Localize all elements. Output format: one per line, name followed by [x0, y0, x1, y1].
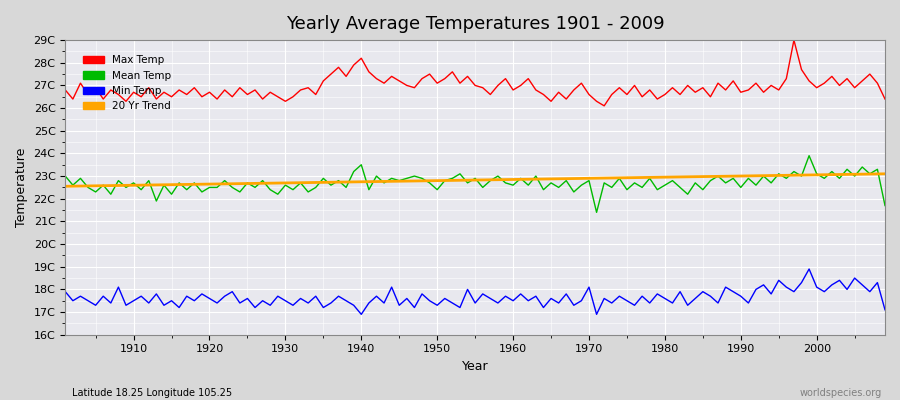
20 Yr Trend [598, 176, 609, 180]
Line: Min Temp: Min Temp [66, 269, 885, 314]
Max Temp [333, 65, 344, 70]
Line: Mean Temp: Mean Temp [66, 156, 885, 212]
Mean Temp [508, 183, 518, 188]
Text: worldspecies.org: worldspecies.org [800, 388, 882, 398]
20 Yr Trend [333, 180, 344, 184]
Max Temp [788, 38, 799, 42]
Mean Temp [288, 187, 299, 192]
Max Temp [288, 94, 299, 99]
Mean Temp [804, 153, 814, 158]
Line: 20 Yr Trend: 20 Yr Trend [66, 174, 885, 186]
Min Temp [60, 289, 71, 294]
Max Temp [60, 88, 71, 92]
Min Temp [121, 303, 131, 308]
Min Temp [804, 267, 814, 272]
20 Yr Trend [60, 184, 71, 189]
Max Temp [879, 97, 890, 102]
Min Temp [508, 298, 518, 303]
X-axis label: Year: Year [462, 360, 489, 373]
20 Yr Trend [121, 183, 131, 188]
Mean Temp [879, 203, 890, 208]
Max Temp [508, 88, 518, 92]
20 Yr Trend [500, 177, 511, 182]
Min Temp [516, 292, 526, 296]
Max Temp [121, 99, 131, 104]
20 Yr Trend [288, 180, 299, 185]
Max Temp [598, 104, 609, 108]
Title: Yearly Average Temperatures 1901 - 2009: Yearly Average Temperatures 1901 - 2009 [286, 15, 664, 33]
Min Temp [288, 303, 299, 308]
Line: Max Temp: Max Temp [66, 40, 885, 106]
Min Temp [879, 307, 890, 312]
Min Temp [607, 300, 617, 305]
Mean Temp [60, 174, 71, 178]
Mean Temp [333, 178, 344, 183]
20 Yr Trend [508, 177, 518, 182]
Min Temp [356, 312, 366, 317]
Y-axis label: Temperature: Temperature [15, 148, 28, 227]
Text: Latitude 18.25 Longitude 105.25: Latitude 18.25 Longitude 105.25 [72, 388, 232, 398]
Mean Temp [500, 180, 511, 185]
Min Temp [333, 294, 344, 298]
20 Yr Trend [879, 172, 890, 176]
Mean Temp [591, 210, 602, 215]
Legend: Max Temp, Mean Temp, Min Temp, 20 Yr Trend: Max Temp, Mean Temp, Min Temp, 20 Yr Tre… [78, 51, 176, 115]
Mean Temp [121, 185, 131, 190]
Max Temp [500, 76, 511, 81]
Mean Temp [607, 185, 617, 190]
Max Temp [607, 92, 617, 97]
